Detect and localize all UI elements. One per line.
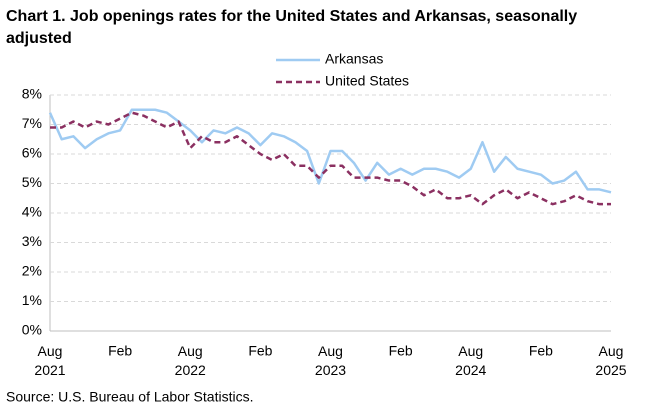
series-line: [50, 111, 611, 206]
y-tick-label: 1%: [22, 292, 42, 308]
source: Source: U.S. Bureau of Labor Statistics.: [6, 389, 253, 405]
y-tick-label: 7%: [22, 115, 42, 131]
x-tick-label: Aug 2021: [34, 343, 65, 378]
y-tick-label: 6%: [22, 145, 42, 161]
series-line: [48, 108, 612, 194]
x-tick-label: Feb: [529, 343, 553, 359]
y-tick-label: 4%: [22, 204, 42, 220]
x-tick-label: Aug 2024: [455, 343, 486, 378]
y-tick-label: 3%: [22, 233, 42, 249]
x-tick-label: Feb: [108, 343, 132, 359]
y-tick-label: 2%: [22, 263, 42, 279]
x-tick-label: Aug 2025: [595, 343, 626, 378]
x-tick-label: Feb: [248, 343, 272, 359]
y-tick-label: 0%: [22, 322, 42, 338]
legend-label: Arkansas: [325, 51, 383, 67]
y-tick-label: 8%: [22, 86, 42, 102]
chart-title: Chart 1. Job openings rates for the Unit…: [6, 8, 578, 47]
x-tick-label: Aug 2022: [175, 343, 206, 378]
x-tick-label: Aug 2023: [315, 343, 346, 378]
y-tick-label: 5%: [22, 174, 42, 190]
legend-label: United States: [325, 73, 409, 89]
x-tick-label: Feb: [389, 343, 413, 359]
